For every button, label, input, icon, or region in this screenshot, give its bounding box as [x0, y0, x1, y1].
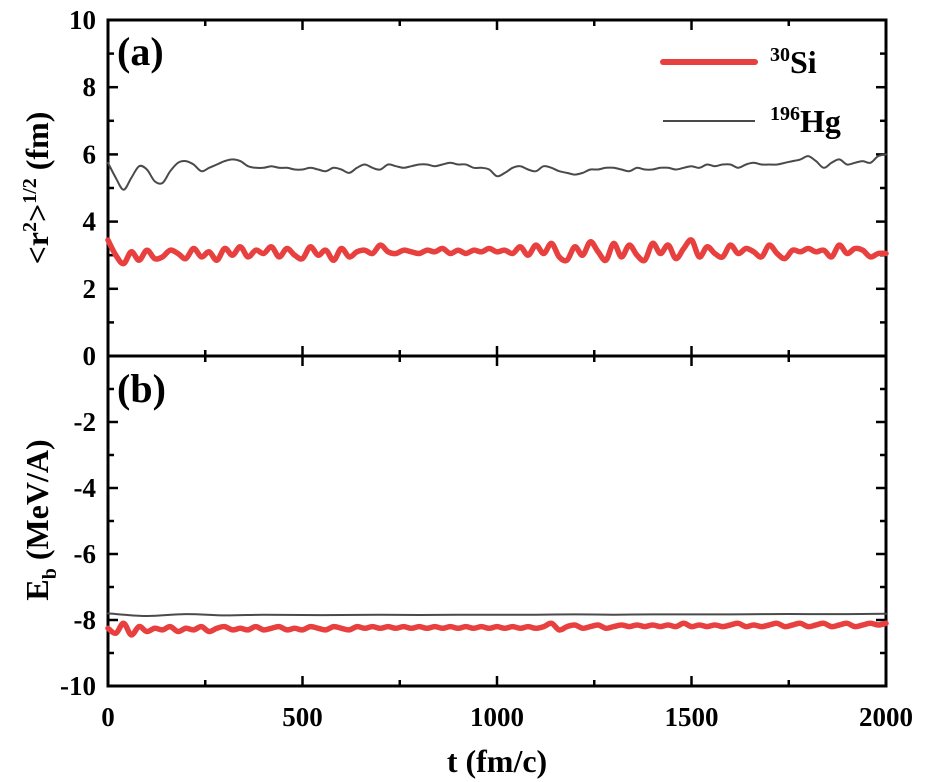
panel-a-label: (a) [117, 29, 164, 74]
panel-b-ticks [106, 354, 888, 688]
legend-label-30si: 30Si [770, 44, 817, 80]
legend: 30Si 196Hg [660, 44, 841, 139]
legend-30si-symbol: Si [790, 44, 817, 80]
panel-b-frame [106, 354, 888, 688]
x-tick-label: 2000 [859, 702, 913, 732]
y-tick-label: 0 [83, 341, 97, 371]
x-tick-label: 0 [101, 702, 115, 732]
y-tick-label: 6 [83, 139, 97, 169]
x-tick-label: 1500 [665, 702, 719, 732]
y-tick-label: 10 [69, 5, 96, 35]
legend-label-196hg: 196Hg [770, 103, 841, 139]
panel-b-y-tick-labels: -10 -8 -6 -4 -2 [60, 407, 96, 701]
y-title-b-part1: E [19, 579, 55, 600]
panel-a-y-axis-title: <r2>1/2 (fm) [19, 112, 55, 265]
y-title-b-part2: (MeV/A) [19, 439, 55, 568]
y-tick-label: 8 [83, 72, 97, 102]
y-tick-label: -6 [74, 539, 97, 569]
x-tick-label: 1000 [470, 702, 524, 732]
panel-b-y-axis-title: Eb (MeV/A) [19, 439, 61, 600]
y-title-a-sup2: 1/2 [19, 178, 41, 204]
panel-a-y-tick-labels: 0 2 4 6 8 10 [69, 5, 96, 371]
legend-196hg-mass: 196 [770, 103, 800, 125]
y-tick-label: -8 [74, 605, 97, 635]
x-axis-title: t (fm/c) [447, 743, 547, 779]
y-title-a-part3: (fm) [19, 112, 55, 179]
series-line-196hg [107, 153, 887, 191]
x-tick-label: 500 [282, 702, 323, 732]
legend-196hg-symbol: Hg [800, 103, 841, 139]
y-tick-label: -4 [74, 473, 97, 503]
panel-a-frame [106, 18, 888, 358]
y-tick-label: 2 [83, 274, 97, 304]
series-line-30si [105, 620, 889, 638]
y-title-a-part2: > [19, 204, 55, 222]
panel-a-ticks [106, 18, 888, 358]
y-tick-label: -10 [60, 671, 96, 701]
y-title-b-sub: b [39, 568, 61, 579]
y-title-a-part1: <r [19, 232, 55, 264]
y-tick-label: 4 [83, 207, 97, 237]
series-line-30si [105, 237, 889, 267]
x-tick-labels: 0 500 1000 1500 2000 [101, 702, 913, 732]
panel-a-series [105, 153, 889, 267]
panel-b-series [105, 612, 889, 638]
legend-30si-mass: 30 [770, 44, 790, 66]
panel-b: -10 -8 -6 -4 -2 (b) Eb (MeV/A) [19, 354, 889, 701]
series-line-196hg [107, 612, 887, 618]
y-title-a-sup1: 2 [19, 222, 41, 232]
y-tick-label: -2 [74, 407, 97, 437]
panel-b-label: (b) [117, 366, 166, 411]
